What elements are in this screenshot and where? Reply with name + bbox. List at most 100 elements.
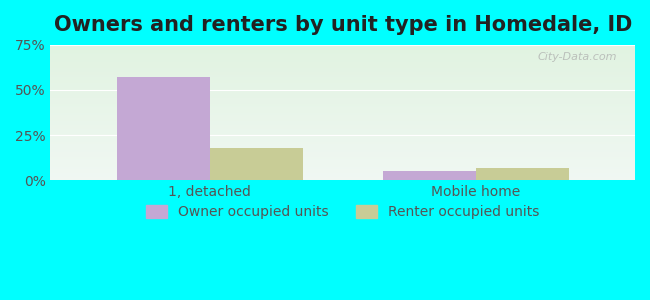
Bar	[51, 58, 635, 60]
Bar	[51, 115, 635, 117]
Bar	[117, 77, 210, 180]
Bar	[51, 157, 635, 158]
Bar	[51, 145, 635, 146]
Bar	[51, 76, 635, 77]
Bar	[51, 67, 635, 68]
Title: Owners and renters by unit type in Homedale, ID: Owners and renters by unit type in Homed…	[53, 15, 632, 35]
Bar	[51, 160, 635, 161]
Bar	[51, 119, 635, 121]
Bar	[51, 126, 635, 128]
Bar	[51, 46, 635, 48]
Bar	[51, 141, 635, 142]
Bar	[51, 81, 635, 83]
Bar	[51, 179, 635, 180]
Bar	[51, 75, 635, 76]
Bar	[51, 110, 635, 111]
Bar	[51, 137, 635, 138]
Text: City-Data.com: City-Data.com	[538, 52, 617, 62]
Bar	[51, 79, 635, 80]
Bar	[51, 106, 635, 107]
Bar	[51, 123, 635, 125]
Bar	[51, 56, 635, 57]
Bar	[51, 129, 635, 130]
Bar	[51, 164, 635, 165]
Bar	[51, 134, 635, 136]
Bar	[51, 153, 635, 154]
Bar	[51, 107, 635, 109]
Bar	[51, 118, 635, 119]
Bar	[51, 88, 635, 89]
Bar	[51, 45, 635, 46]
Bar	[51, 109, 635, 110]
Bar	[51, 89, 635, 91]
Bar	[51, 53, 635, 54]
Bar	[51, 171, 635, 172]
Bar	[51, 102, 635, 103]
Bar	[51, 169, 635, 171]
Bar	[51, 103, 635, 104]
Bar	[51, 149, 635, 150]
Bar	[51, 138, 635, 140]
Bar	[51, 49, 635, 50]
Bar	[51, 133, 635, 134]
Bar	[51, 161, 635, 163]
Bar	[51, 121, 635, 122]
Bar	[51, 111, 635, 112]
Bar	[51, 131, 635, 133]
Bar	[51, 125, 635, 126]
Bar	[51, 152, 635, 153]
Bar	[51, 168, 635, 169]
Bar	[51, 154, 635, 156]
Bar	[51, 70, 635, 72]
Legend: Owner occupied units, Renter occupied units: Owner occupied units, Renter occupied un…	[140, 200, 545, 225]
Bar	[51, 146, 635, 148]
Bar	[51, 163, 635, 164]
Bar	[51, 98, 635, 99]
Bar	[383, 171, 476, 180]
Bar	[51, 172, 635, 173]
Bar	[51, 57, 635, 58]
Bar	[51, 84, 635, 86]
Bar	[51, 100, 635, 102]
Bar	[51, 72, 635, 73]
Bar	[51, 73, 635, 75]
Bar	[51, 48, 635, 49]
Bar	[51, 156, 635, 157]
Bar	[51, 158, 635, 160]
Bar	[51, 114, 635, 115]
Bar	[51, 104, 635, 106]
Bar	[51, 96, 635, 98]
Bar	[51, 175, 635, 176]
Bar	[51, 87, 635, 88]
Bar	[51, 173, 635, 175]
Bar	[51, 94, 635, 95]
Bar	[51, 122, 635, 123]
Bar	[51, 112, 635, 114]
Bar	[51, 62, 635, 64]
Bar	[51, 144, 635, 145]
Bar	[51, 77, 635, 79]
Bar	[51, 176, 635, 178]
Bar	[51, 92, 635, 94]
Bar	[210, 148, 303, 180]
Bar	[51, 148, 635, 149]
Bar	[51, 167, 635, 168]
Bar	[51, 136, 635, 137]
Bar	[51, 80, 635, 81]
Bar	[51, 85, 635, 87]
Bar	[51, 178, 635, 179]
Bar	[51, 128, 635, 129]
Bar	[51, 99, 635, 100]
Bar	[51, 54, 635, 56]
Bar	[51, 52, 635, 53]
Bar	[51, 68, 635, 69]
Bar	[51, 130, 635, 131]
Bar	[51, 83, 635, 84]
Bar	[51, 60, 635, 61]
Bar	[51, 142, 635, 144]
Bar	[51, 117, 635, 118]
Bar	[51, 61, 635, 62]
Bar	[51, 140, 635, 141]
Bar	[51, 165, 635, 166]
Bar	[51, 95, 635, 96]
